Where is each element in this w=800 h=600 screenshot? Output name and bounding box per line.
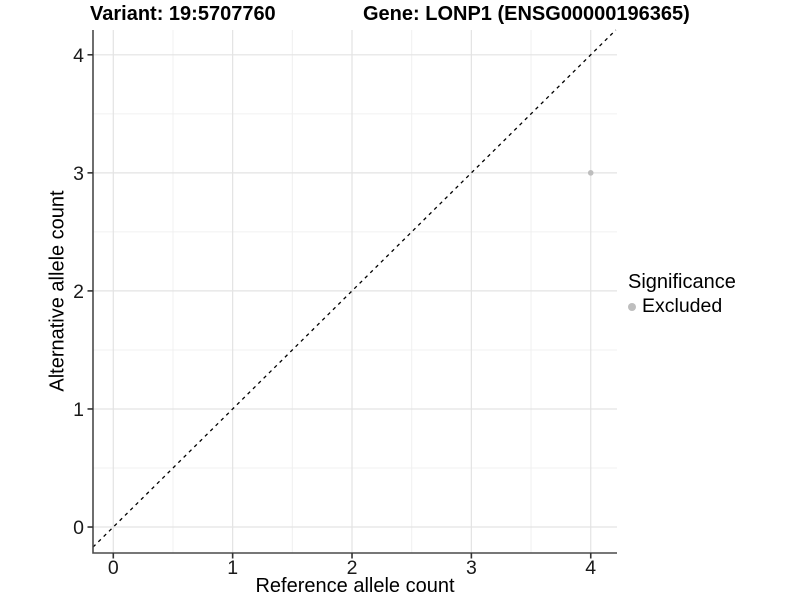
legend-item-excluded: Excluded <box>628 295 736 318</box>
x-tick-label: 3 <box>466 557 477 579</box>
y-tick-label: 0 <box>73 517 84 539</box>
y-tick-label: 3 <box>73 163 84 185</box>
y-tick-label: 4 <box>73 45 84 67</box>
x-tick-label: 2 <box>347 557 358 579</box>
identity-dashed-line <box>92 29 617 548</box>
legend: Significance Excluded <box>628 271 736 318</box>
y-axis-title: Alternative allele count <box>46 190 69 392</box>
legend-item-label: Excluded <box>642 295 723 317</box>
y-tick-label: 1 <box>73 399 84 421</box>
legend-point-icon <box>628 302 636 311</box>
x-tick-label: 0 <box>108 557 119 579</box>
y-tick-label: 2 <box>73 281 84 303</box>
x-axis-title: Reference allele count <box>255 575 455 597</box>
axis-lines <box>92 30 617 554</box>
title-gene: Gene: LONP1 (ENSG00000196365) <box>363 3 690 25</box>
x-tick-label: 1 <box>227 557 238 579</box>
legend-title: Significance <box>628 271 736 293</box>
data-point <box>587 170 594 176</box>
x-tick-label: 4 <box>585 557 596 579</box>
title-variant: Variant: 19:5707760 <box>90 3 276 25</box>
